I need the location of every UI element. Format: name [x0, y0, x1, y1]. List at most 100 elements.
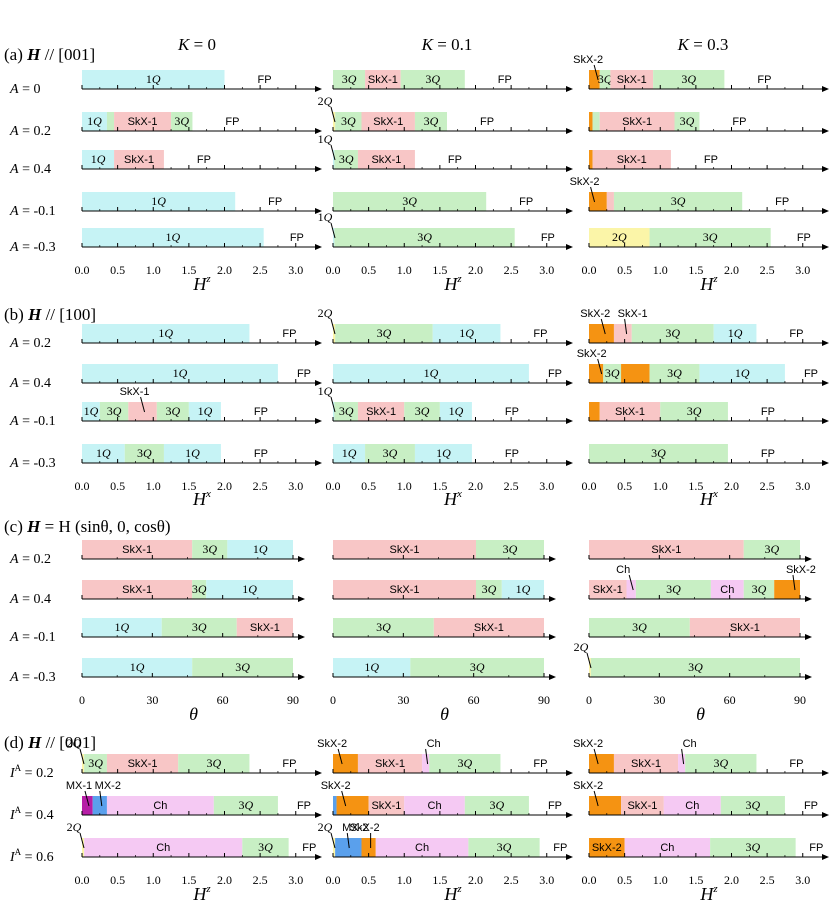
- phase-panel: 1Q SkX-1 FP: [81, 150, 322, 172]
- phase-segment-1q: [82, 444, 125, 463]
- tick-label: 1.0: [146, 479, 161, 493]
- phase-label: FP: [533, 758, 547, 770]
- phase-panel: 1Q FP: [81, 324, 322, 346]
- phase-label: 3Q: [746, 840, 761, 854]
- phase-panel: SkX-1 Ch 3Q FP SkX-2: [321, 780, 573, 818]
- callout-line: [586, 652, 592, 669]
- row-label: A = -0.3: [9, 456, 56, 471]
- section-title: (b) H // [100]: [4, 305, 96, 324]
- callout-line: [330, 144, 336, 161]
- phase-segment-1q: [333, 658, 411, 677]
- phase-label: FP: [761, 406, 775, 418]
- callout-label: 2Q: [318, 820, 333, 834]
- phase-label: 3Q: [192, 620, 207, 634]
- phase-segment-3q: [674, 112, 700, 131]
- phase-label: FP: [757, 74, 771, 86]
- phase-label: 3Q: [339, 404, 354, 418]
- phase-label: 1Q: [166, 230, 181, 244]
- column-header: K = 0.1: [421, 35, 473, 54]
- tick-label: 2.5: [253, 263, 268, 277]
- phase-segment-1q: [82, 70, 225, 89]
- tick-label: 2.0: [468, 263, 483, 277]
- phase-label: 3Q: [671, 194, 686, 208]
- phase-segment-ch: [710, 580, 744, 599]
- phase-panel: 3Q FP: [332, 192, 573, 214]
- phase-segment-3q: [192, 580, 207, 599]
- phase-label: 1Q: [424, 366, 439, 380]
- callout-label: SkX-1: [618, 308, 648, 320]
- phase-label: SkX-1: [371, 800, 401, 812]
- phase-segment-3q: [404, 402, 440, 421]
- axis-title: Hz: [443, 273, 462, 294]
- row-label: A = -0.1: [9, 414, 56, 429]
- arrow-head: [566, 418, 573, 424]
- phase-row: A = 0.4 1Q FP 1Q FP 3Q 3Q 1Q FP SkX-2: [9, 348, 829, 391]
- phase-segment-skx-1: [592, 150, 671, 169]
- tick-label: 1.0: [397, 479, 412, 493]
- arrow-head: [315, 208, 322, 214]
- phase-segment-3q: [156, 402, 189, 421]
- phase-label: 1Q: [115, 620, 130, 634]
- phase-label: FP: [804, 368, 818, 380]
- phase-segment-3q: [365, 444, 415, 463]
- arrow-head: [566, 86, 573, 92]
- callout-line: [330, 832, 336, 849]
- phase-segment-mx-2: [333, 796, 337, 815]
- phase-label: FP: [290, 232, 304, 244]
- callout-label: Ch: [683, 738, 697, 750]
- phase-label: 3Q: [681, 72, 696, 86]
- row-label: A = 0: [9, 82, 40, 97]
- phase-label: 3Q: [503, 542, 518, 556]
- phase-segment-skx-1: [236, 618, 293, 637]
- tick-label: 0.5: [617, 873, 632, 887]
- phase-segment-1q: [163, 444, 221, 463]
- row-label: A = 0.2: [9, 124, 51, 139]
- arrow-head: [822, 166, 829, 172]
- phase-segment-skx-2: [589, 112, 593, 131]
- tick-label: 1.0: [397, 263, 412, 277]
- phase-label: 1Q: [84, 404, 99, 418]
- phase-label: 3Q: [377, 326, 392, 340]
- arrow-head: [566, 128, 573, 134]
- phase-label: 3Q: [598, 72, 613, 86]
- tick-label: 2.5: [760, 263, 775, 277]
- phase-row: A = -0.1 1Q FP 3Q FP 3Q FP SkX-2: [9, 176, 829, 219]
- phase-panel: 3Q 2Q: [574, 640, 812, 680]
- phase-panel: 2Q 3Q FP: [588, 228, 829, 250]
- callout-label: SkX-2: [350, 822, 380, 834]
- phase-label: SkX-1: [730, 622, 760, 634]
- phase-label: 1Q: [449, 404, 464, 418]
- callout-line: [590, 186, 596, 203]
- phase-segment-1q: [188, 402, 221, 421]
- phase-segment-skx-2: [589, 402, 600, 421]
- phase-segment-1q: [82, 150, 115, 169]
- phase-segment-3q: [589, 444, 728, 463]
- phase-label: FP: [498, 74, 512, 86]
- callout-line: [600, 318, 606, 335]
- section-a: (a) H // [001]A = 01Q FP 3Q SkX-1 3Q FP 3Q SkX-…: [4, 45, 829, 294]
- phase-segment-skx-1: [599, 402, 661, 421]
- phase-label: 1Q: [198, 404, 213, 418]
- callout-line: [346, 832, 350, 849]
- tick-label: 90: [794, 693, 806, 707]
- arrow-head: [805, 556, 812, 562]
- phase-segment-skx-2: [589, 838, 625, 857]
- tick-label: 1.0: [653, 479, 668, 493]
- phase-segment-skx-1: [365, 70, 401, 89]
- callout-label: SkX-2: [573, 54, 603, 66]
- tick-label: 2.0: [724, 479, 739, 493]
- phase-segment-skx-1: [357, 754, 423, 773]
- phase-segment-3q: [649, 228, 771, 247]
- phase-segment-3q: [720, 796, 785, 815]
- tick-label: 30: [146, 693, 158, 707]
- phase-label: Ch: [720, 584, 734, 596]
- phase-segment-3q: [635, 580, 711, 599]
- phase-segment-1q: [82, 658, 193, 677]
- callout-label: SkX-2: [573, 738, 603, 750]
- tick-label: 3.0: [288, 263, 303, 277]
- phase-label: 3Q: [88, 756, 103, 770]
- tick-label: 1.0: [653, 263, 668, 277]
- phase-label: SkX-1: [651, 544, 681, 556]
- phase-segment-3q: [334, 150, 358, 169]
